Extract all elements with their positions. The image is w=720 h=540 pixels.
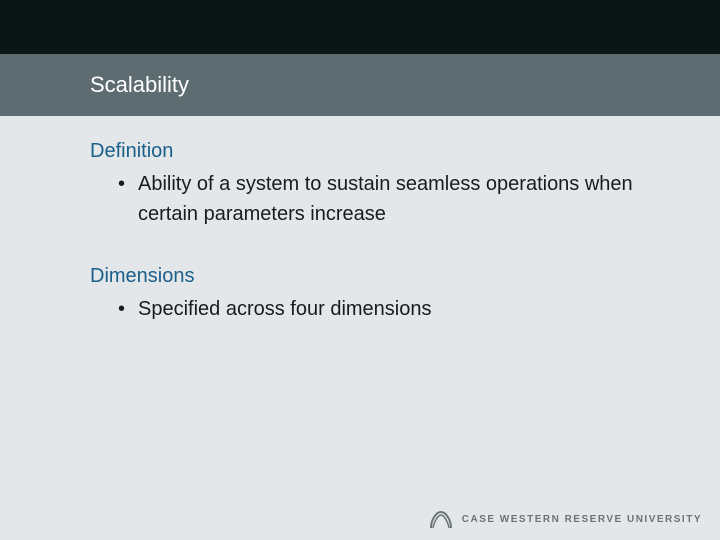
list-item: • Ability of a system to sustain seamles… [118, 169, 660, 229]
bullet-block: • Ability of a system to sustain seamles… [118, 169, 660, 229]
bullet-block: • Specified across four dimensions [118, 294, 660, 324]
section-heading-definition: Definition [90, 140, 660, 163]
list-item: • Specified across four dimensions [118, 294, 660, 324]
bullet-icon: • [118, 169, 138, 199]
title-bar: Scalability [0, 54, 720, 116]
section-heading-dimensions: Dimensions [90, 265, 660, 288]
bullet-text: Specified across four dimensions [138, 294, 431, 324]
university-logo-icon [428, 508, 454, 530]
slide: Scalability Definition • Ability of a sy… [0, 0, 720, 540]
slide-title: Scalability [90, 72, 189, 98]
content-area: Definition • Ability of a system to sust… [90, 140, 660, 360]
university-name: CASE WESTERN RESERVE UNIVERSITY [462, 514, 702, 525]
bullet-text: Ability of a system to sustain seamless … [138, 169, 660, 229]
footer-logo: CASE WESTERN RESERVE UNIVERSITY [428, 508, 702, 530]
top-bar [0, 0, 720, 54]
bullet-icon: • [118, 294, 138, 324]
